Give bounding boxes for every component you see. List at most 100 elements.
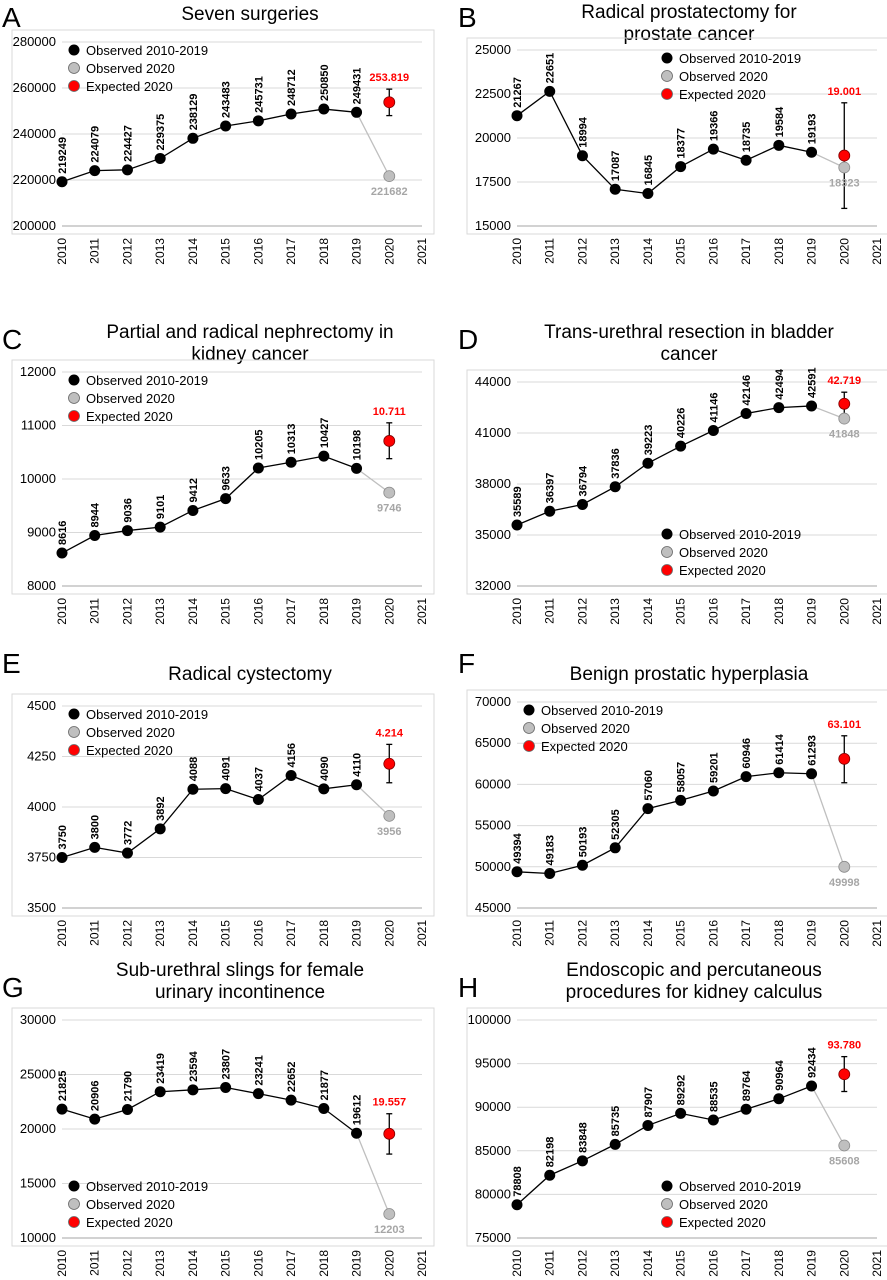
legend-label: Expected 2020	[86, 409, 173, 424]
x-tick-label: 2012	[575, 238, 589, 265]
observed-data-label: 224079	[90, 126, 102, 163]
legend-marker	[523, 704, 535, 716]
observed-data-label: 23241	[253, 1055, 265, 1086]
observed-point	[154, 152, 166, 164]
x-tick-label: 2016	[251, 1250, 265, 1277]
x-tick-label: 2011	[88, 1250, 102, 1276]
legend-label: Expected 2020	[679, 563, 766, 578]
observed-point	[121, 525, 133, 537]
x-tick-label: 2010	[510, 1250, 524, 1277]
observed-data-label: 90964	[774, 1059, 786, 1090]
observed2020-point	[383, 170, 396, 183]
observed-point	[642, 188, 654, 200]
expected-point	[838, 397, 851, 410]
panel-g: G Sub-urethral slings for female urinary…	[0, 960, 444, 1280]
x-tick-label: 2014	[641, 598, 655, 625]
observed-point	[707, 143, 719, 155]
expected-point	[383, 757, 396, 770]
x-tick-label: 2010	[510, 920, 524, 947]
observed-data-label: 42591	[807, 367, 819, 398]
legend-marker	[661, 52, 673, 64]
x-tick-label: 2017	[739, 920, 753, 947]
x-tick-label: 2013	[153, 920, 167, 947]
expected-data-label: 19.557	[372, 1097, 406, 1109]
observed-point	[511, 519, 523, 531]
expected-data-label: 19.001	[827, 86, 861, 98]
observed-data-label: 35589	[512, 486, 524, 517]
expected-point	[383, 435, 396, 447]
observed-data-label: 52305	[610, 809, 622, 840]
x-tick-label: 2014	[641, 1250, 655, 1277]
x-tick-label: 2010	[55, 238, 69, 265]
observed-point	[511, 866, 523, 878]
observed-line	[516, 90, 812, 195]
observed-data-label: 87907	[643, 1087, 655, 1118]
observed-data-label: 58057	[676, 762, 688, 793]
legend-label: Observed 2010-2019	[86, 43, 208, 58]
y-tick-label: 4000	[27, 799, 56, 814]
observed-point	[576, 1155, 588, 1167]
observed-point	[806, 400, 818, 412]
observed-point	[675, 794, 687, 806]
legend-marker	[68, 1180, 80, 1192]
legend-marker	[661, 88, 673, 100]
y-tick-label: 90000	[475, 1099, 511, 1114]
x-tick-label: 2015	[674, 598, 688, 625]
y-tick-label: 20000	[20, 1121, 56, 1136]
x-tick-label: 2014	[186, 1250, 200, 1277]
y-tick-label: 38000	[475, 476, 511, 491]
observed-data-label: 21877	[319, 1070, 331, 1101]
observed-point	[351, 462, 363, 474]
x-tick-label: 2012	[120, 1250, 134, 1277]
observed-point	[806, 1080, 818, 1092]
observed-data-label: 10198	[352, 430, 364, 461]
observed-point	[707, 1114, 719, 1126]
observed-point	[318, 783, 330, 795]
observed-data-label: 4037	[253, 767, 265, 791]
x-tick-label: 2021	[415, 238, 429, 265]
x-tick-label: 2016	[251, 920, 265, 947]
panel-letter: E	[2, 648, 21, 679]
observed-point	[351, 1127, 363, 1139]
x-tick-label: 2020	[837, 1250, 851, 1277]
observed-data-label: 219249	[57, 137, 69, 174]
x-tick-label: 2019	[805, 920, 819, 947]
observed-point	[121, 847, 133, 859]
observed-data-label: 4090	[319, 756, 331, 780]
legend-label: Observed 2010-2019	[679, 527, 801, 542]
observed-point	[642, 457, 654, 469]
observed-data-label: 50193	[577, 827, 589, 858]
y-tick-label: 200000	[13, 218, 56, 233]
observed-data-label: 36794	[577, 465, 589, 496]
legend-label: Observed 2020	[679, 1197, 768, 1212]
x-tick-label: 2017	[739, 238, 753, 265]
y-tick-label: 15000	[20, 1176, 56, 1191]
observed2020-connector	[355, 112, 390, 177]
observed-line	[516, 1085, 812, 1206]
legend-marker	[661, 1180, 673, 1192]
x-tick-label: 2019	[350, 238, 364, 265]
legend-label: Observed 2020	[86, 725, 175, 740]
x-tick-label: 2011	[88, 598, 102, 624]
y-tick-label: 50000	[475, 859, 511, 874]
observed-point	[187, 783, 199, 795]
observed-data-label: 9036	[122, 498, 134, 522]
panel-letter: B	[458, 2, 477, 33]
observed-data-label: 36397	[545, 473, 557, 504]
observed2020-connector	[355, 1132, 390, 1215]
x-tick-label: 2011	[543, 1250, 557, 1276]
x-tick-label: 2015	[674, 1250, 688, 1277]
observed-point	[318, 103, 330, 115]
y-tick-label: 4500	[27, 698, 56, 713]
observed-point	[773, 1093, 785, 1105]
observed-data-label: 18994	[577, 116, 589, 147]
observed-point	[544, 1169, 556, 1181]
legend-label: Observed 2020	[679, 545, 768, 560]
observed-point	[56, 1103, 68, 1115]
legend-label: Observed 2010-2019	[541, 703, 663, 718]
observed-data-label: 8944	[90, 502, 102, 527]
y-tick-label: 65000	[475, 735, 511, 750]
expected-data-label: 10.711	[373, 406, 406, 418]
panel-f: F Benign prostatic hyperplasia 45000 5000…	[444, 640, 887, 960]
observed2020-point	[383, 486, 396, 499]
